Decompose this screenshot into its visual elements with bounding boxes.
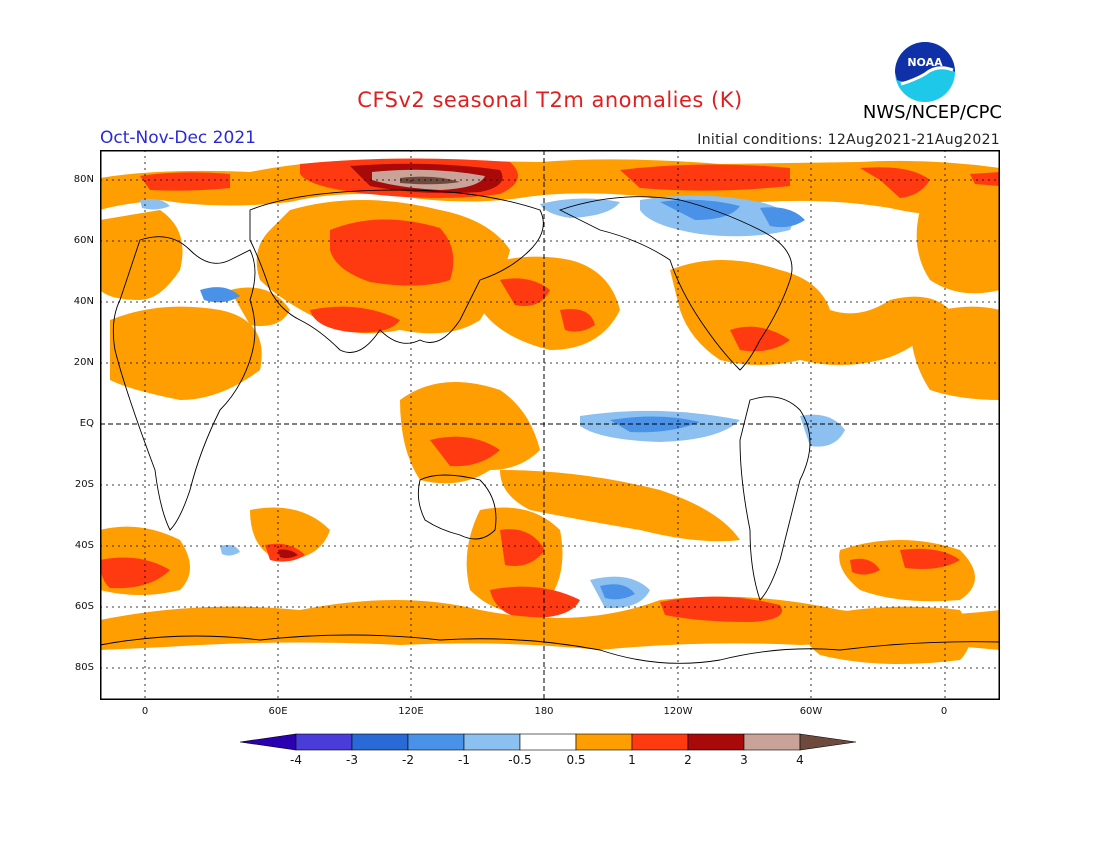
- coastline: [112, 236, 256, 531]
- map-frame: [100, 150, 1000, 700]
- anomaly-region: [730, 326, 790, 352]
- legend-swatch: [799, 733, 857, 751]
- anomaly-region: [500, 278, 550, 306]
- coastline: [417, 474, 497, 540]
- coastline: [100, 634, 1000, 664]
- lon-label: 180: [534, 706, 554, 717]
- legend-swatch: [631, 733, 689, 751]
- agency-label: NWS/NCEP/CPC: [862, 102, 1002, 123]
- lat-label: 40S: [74, 540, 94, 551]
- anomaly-region: [140, 172, 230, 191]
- legend-label: 2: [684, 753, 692, 767]
- coastline: [249, 189, 544, 353]
- lon-label: 60W: [799, 706, 823, 717]
- lat-label: 80S: [74, 662, 94, 673]
- lat-label: 80N: [73, 174, 94, 185]
- anomaly-map: [100, 150, 1000, 700]
- legend-swatch: [519, 733, 577, 751]
- lon-label: 120W: [663, 706, 693, 717]
- legend-label: 3: [740, 753, 748, 767]
- anomaly-region: [660, 199, 740, 220]
- anomaly-region: [430, 436, 500, 467]
- legend-label: 1: [628, 753, 636, 767]
- anomaly-region: [620, 164, 790, 191]
- lat-label: 60S: [74, 601, 94, 612]
- lon-label: 0: [940, 706, 948, 717]
- lon-label: 0: [141, 706, 149, 717]
- legend-swatch: [240, 733, 297, 751]
- anomaly-region: [100, 210, 183, 300]
- anomaly-region: [560, 309, 595, 332]
- legend-label: -1: [458, 753, 470, 767]
- coastline: [558, 196, 793, 371]
- legend-label: -3: [346, 753, 358, 767]
- legend-label: -4: [290, 753, 302, 767]
- anomaly-region: [200, 287, 240, 303]
- svg-text:NOAA: NOAA: [907, 56, 943, 69]
- anomaly-region: [860, 167, 930, 198]
- legend-label: 4: [796, 753, 804, 767]
- anomaly-region: [800, 606, 970, 664]
- legend-swatch: [463, 733, 521, 751]
- anomaly-region: [540, 198, 620, 218]
- anomaly-region: [100, 557, 170, 589]
- lat-label: 60N: [73, 235, 94, 246]
- legend-swatch: [295, 733, 353, 751]
- anomaly-region: [330, 219, 454, 286]
- lon-label: 120E: [398, 706, 424, 717]
- coastline: [739, 396, 811, 601]
- legend-label: 0.5: [566, 753, 586, 767]
- anomaly-region: [110, 306, 262, 400]
- legend-swatch: [743, 733, 801, 751]
- anomaly-region: [600, 584, 635, 600]
- legend-swatch: [687, 733, 745, 751]
- anomaly-region: [278, 549, 298, 559]
- anomaly-region: [910, 306, 1000, 400]
- map-title: CFSv2 seasonal T2m anomalies (K): [357, 88, 743, 112]
- legend-swatch: [351, 733, 409, 751]
- anomaly-region: [500, 470, 740, 542]
- lat-label: EQ: [79, 418, 94, 429]
- anomaly-region: [230, 287, 290, 326]
- noaa-logo: NOAA: [895, 42, 955, 102]
- anomaly-region: [400, 382, 540, 484]
- lat-label: 20N: [73, 357, 94, 368]
- lat-label: 40N: [73, 296, 94, 307]
- lat-label: 20S: [74, 479, 94, 490]
- anomaly-region: [400, 176, 460, 185]
- legend-label: -0.5: [508, 753, 532, 767]
- anomaly-region: [220, 544, 240, 556]
- anomaly-region: [970, 172, 1000, 186]
- anomaly-region: [310, 306, 400, 333]
- anomaly-region: [660, 596, 782, 622]
- initial-conditions: Initial conditions: 12Aug2021-21Aug2021: [697, 132, 1000, 148]
- anomaly-region: [500, 529, 545, 566]
- color-legend: [240, 733, 857, 751]
- anomaly-region: [760, 207, 805, 228]
- legend-label: -2: [402, 753, 414, 767]
- legend-swatch: [575, 733, 633, 751]
- anomaly-region: [850, 558, 880, 575]
- legend-swatch: [407, 733, 465, 751]
- anomaly-region: [140, 198, 170, 210]
- anomaly-region: [490, 586, 580, 619]
- anomaly-region: [916, 205, 1000, 294]
- forecast-period: Oct-Nov-Dec 2021: [100, 128, 256, 148]
- lon-label: 60E: [268, 706, 288, 717]
